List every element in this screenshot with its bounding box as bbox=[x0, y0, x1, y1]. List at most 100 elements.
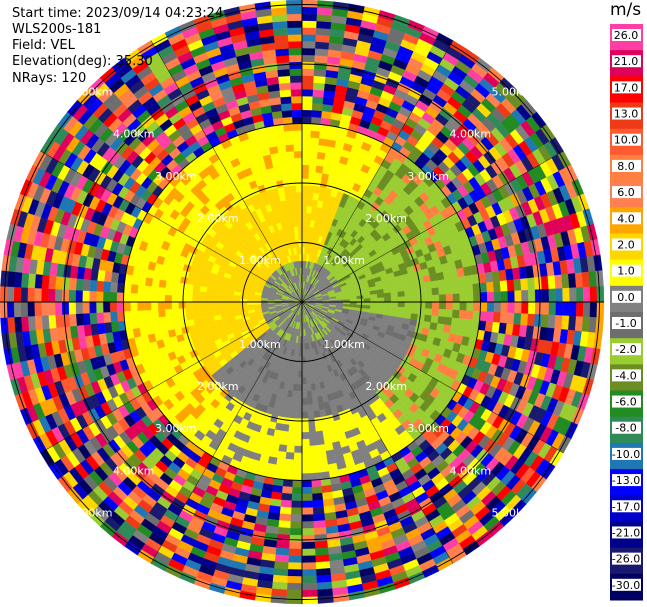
velocity-cell bbox=[20, 301, 28, 317]
velocity-cell bbox=[198, 301, 207, 308]
velocity-cell bbox=[305, 363, 310, 371]
velocity-cell bbox=[219, 305, 228, 311]
velocity-cell bbox=[89, 301, 97, 314]
velocity-cell bbox=[310, 472, 321, 481]
velocity-cell bbox=[233, 301, 241, 306]
velocity-cell bbox=[397, 301, 406, 308]
velocity-cell bbox=[82, 312, 91, 326]
velocity-cell bbox=[55, 276, 64, 290]
velocity-cell bbox=[458, 310, 467, 320]
velocity-cell bbox=[151, 278, 160, 288]
velocity-cell bbox=[301, 548, 316, 557]
velocity-cell bbox=[130, 283, 139, 294]
velocity-cell bbox=[315, 34, 331, 43]
velocity-cell bbox=[287, 431, 296, 440]
velocity-cell bbox=[445, 301, 454, 311]
velocity-cell bbox=[301, 219, 307, 227]
velocity-cell bbox=[301, 198, 308, 207]
velocity-cell bbox=[445, 286, 453, 295]
velocity-cell bbox=[240, 298, 248, 303]
velocity-cell bbox=[465, 310, 474, 321]
velocity-cell bbox=[151, 286, 159, 295]
velocity-cell bbox=[595, 317, 604, 334]
velocity-cell bbox=[301, 363, 306, 371]
velocity-cell bbox=[301, 425, 309, 433]
velocity-cell bbox=[377, 297, 385, 303]
velocity-cell bbox=[432, 294, 440, 303]
velocity-cell bbox=[288, 548, 303, 557]
velocity-cell bbox=[301, 82, 314, 90]
velocity-cell bbox=[178, 307, 187, 316]
velocity-cell bbox=[301, 75, 315, 83]
velocity-cell bbox=[75, 301, 83, 315]
velocity-cell bbox=[298, 363, 303, 371]
velocity-cell bbox=[123, 301, 131, 312]
velocity-cell bbox=[315, 568, 331, 577]
velocity-cell bbox=[275, 547, 290, 556]
velocity-cell bbox=[20, 316, 30, 332]
velocity-cell bbox=[75, 313, 84, 326]
velocity-cell bbox=[506, 279, 515, 292]
velocity-cell bbox=[301, 562, 317, 570]
velocity-cell bbox=[293, 452, 303, 461]
velocity-cell bbox=[296, 390, 303, 399]
velocity-cell bbox=[131, 274, 140, 285]
velocity-cell bbox=[301, 452, 311, 461]
velocity-cell bbox=[226, 305, 234, 311]
velocity-cell bbox=[297, 384, 303, 392]
velocity-cell bbox=[457, 318, 466, 328]
velocity-cell bbox=[288, 555, 303, 563]
velocity-cell bbox=[206, 311, 215, 318]
velocity-cell bbox=[444, 278, 453, 288]
velocity-cell bbox=[452, 301, 461, 311]
velocity-cell bbox=[309, 144, 319, 152]
velocity-cell bbox=[270, 588, 288, 597]
velocity-cell bbox=[305, 376, 311, 385]
velocity-cell bbox=[164, 301, 172, 310]
velocity-cell bbox=[582, 301, 591, 318]
velocity-cell bbox=[286, 589, 303, 598]
velocity-cell bbox=[307, 411, 315, 419]
velocity-cell bbox=[404, 290, 412, 297]
velocity-cell bbox=[466, 292, 474, 303]
velocity-cell bbox=[205, 306, 214, 313]
velocity-cell bbox=[294, 432, 303, 440]
velocity-cell bbox=[540, 314, 549, 328]
velocity-cell bbox=[540, 276, 549, 290]
velocity-cell bbox=[178, 282, 187, 290]
velocity-cell bbox=[272, 574, 288, 584]
velocity-cell bbox=[315, 430, 324, 439]
velocity-cell bbox=[41, 288, 49, 303]
velocity-cell bbox=[315, 561, 331, 570]
velocity-cell bbox=[157, 286, 166, 295]
velocity-cell bbox=[438, 301, 447, 310]
velocity-cell bbox=[574, 272, 584, 288]
velocity-cell bbox=[574, 316, 584, 332]
velocity-cell bbox=[20, 272, 30, 288]
velocity-cell bbox=[356, 295, 364, 300]
velocity-cell bbox=[404, 301, 412, 308]
velocity-cell bbox=[313, 520, 326, 529]
velocity-cell bbox=[304, 349, 308, 357]
velocity-cell bbox=[301, 95, 313, 104]
velocity-cell bbox=[301, 576, 317, 584]
velocity-cell bbox=[27, 273, 36, 289]
velocity-cell bbox=[301, 500, 313, 509]
velocity-cell bbox=[178, 301, 186, 309]
velocity-cell bbox=[137, 293, 145, 303]
velocity-cell bbox=[320, 415, 328, 425]
velocity-cell bbox=[305, 370, 311, 378]
velocity-cell bbox=[158, 316, 167, 325]
velocity-cell bbox=[131, 319, 140, 330]
velocity-cell bbox=[13, 271, 23, 288]
velocity-cell bbox=[356, 301, 364, 306]
velocity-cell bbox=[287, 576, 303, 584]
velocity-cell bbox=[389, 286, 398, 293]
velocity-cell bbox=[185, 313, 194, 321]
velocity-cell bbox=[311, 396, 319, 405]
velocity-cell bbox=[569, 287, 577, 303]
velocity-cell bbox=[316, 158, 325, 167]
velocity-cell bbox=[301, 68, 315, 76]
velocity-cell bbox=[291, 390, 298, 399]
velocity-cell bbox=[301, 507, 314, 515]
